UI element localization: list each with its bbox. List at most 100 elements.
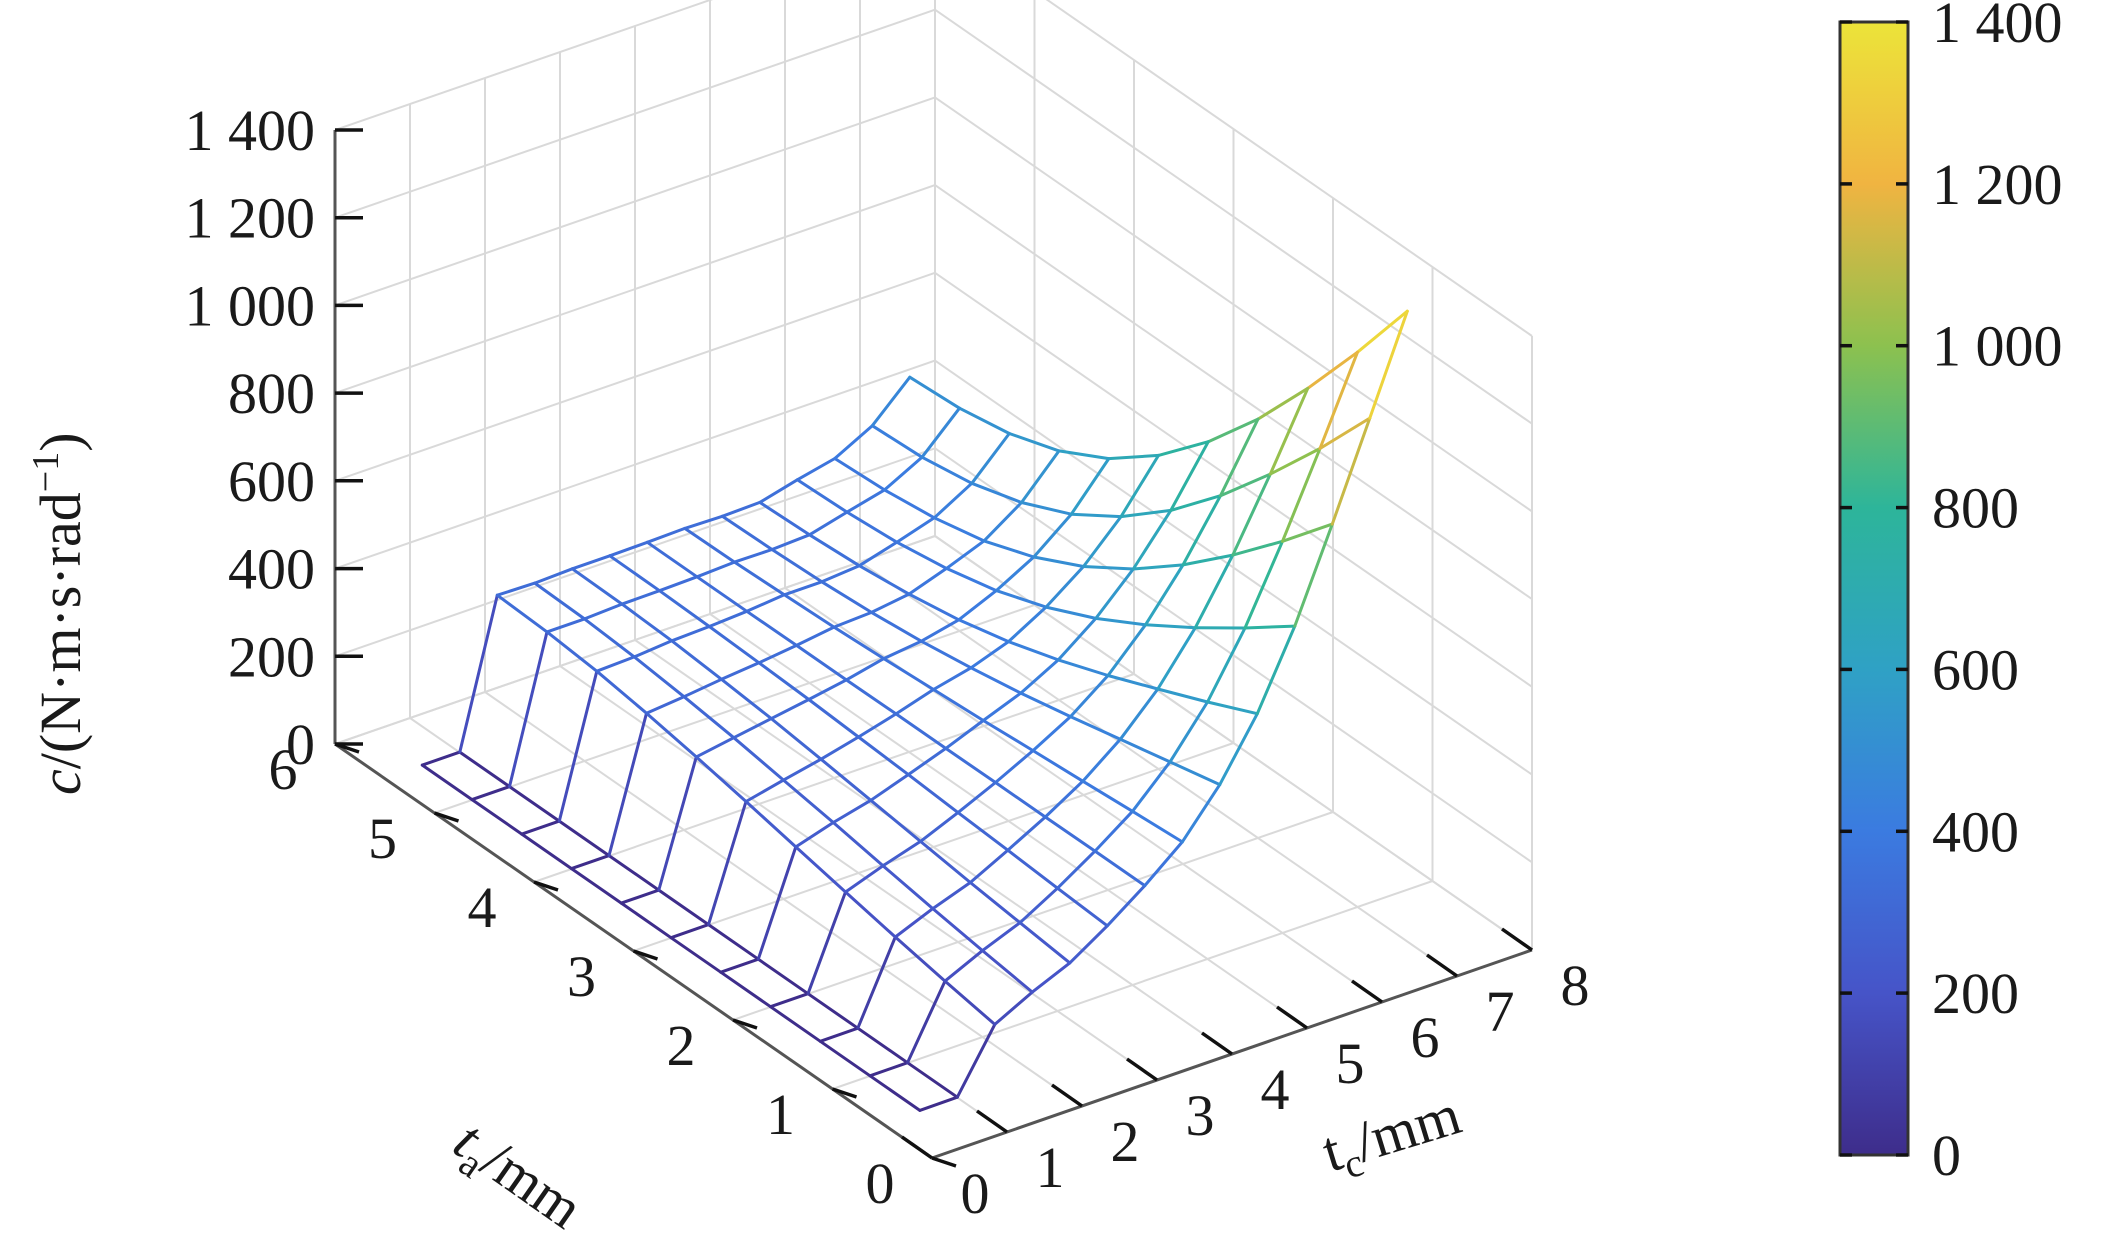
mesh-segment xyxy=(1255,624,1297,716)
mesh-segment xyxy=(870,592,911,614)
mesh-segment xyxy=(1057,449,1111,461)
mesh-segment xyxy=(931,881,972,911)
mesh-segment xyxy=(818,1039,872,1078)
mesh-segment xyxy=(769,717,823,761)
mesh-segment xyxy=(856,935,897,1030)
mesh-segment xyxy=(720,661,761,681)
y-tick-mark xyxy=(1125,1057,1159,1082)
mesh-segment xyxy=(495,593,549,634)
mesh-segment xyxy=(707,800,748,927)
colorbar-tick-label: 1 200 xyxy=(1932,152,2063,217)
colorbar-gradient xyxy=(1838,20,1910,1157)
mesh-segment xyxy=(695,575,749,613)
mesh-segment xyxy=(1081,737,1122,783)
mesh-segment xyxy=(495,581,537,597)
x-tick-label: 3 xyxy=(567,944,596,1009)
mesh-segment xyxy=(645,526,687,544)
mesh-segment xyxy=(957,589,998,622)
mesh-segment xyxy=(894,712,948,750)
mesh-segment xyxy=(657,888,710,927)
z-tick-label: 400 xyxy=(228,537,315,602)
mesh-segment xyxy=(1069,457,1111,516)
mesh-segment xyxy=(583,602,624,621)
mesh-segment xyxy=(756,957,810,996)
mesh-segment xyxy=(769,992,810,1009)
mesh-segment xyxy=(533,567,574,585)
colorbar-tick-label: 1 000 xyxy=(1932,314,2063,379)
side-wall-grid-line xyxy=(934,271,1533,688)
mesh-segment xyxy=(1368,309,1409,420)
mesh-segment xyxy=(570,567,624,606)
mesh-segment xyxy=(1068,924,1109,965)
mesh-segment xyxy=(1032,555,1085,568)
mesh-segment xyxy=(969,640,1010,670)
mesh-segment xyxy=(993,990,1034,1026)
colorbar-tick-label: 0 xyxy=(1932,1123,1961,1188)
mesh-segment xyxy=(994,749,1035,784)
mesh-segment xyxy=(1219,472,1272,498)
mesh-segment xyxy=(683,526,736,564)
mesh-segment xyxy=(1093,809,1134,853)
mesh-segment xyxy=(818,1026,860,1043)
mesh-segment xyxy=(970,432,1011,485)
mesh-segment xyxy=(1007,605,1048,644)
mesh-segment xyxy=(919,639,973,670)
mesh-segment xyxy=(806,992,860,1030)
mesh-segment xyxy=(882,639,923,661)
mesh-segment xyxy=(1143,840,1184,888)
x-axis-title: ta/mm xyxy=(438,1107,595,1235)
mesh-segment xyxy=(632,655,686,699)
colorbar-tick-label: 800 xyxy=(1932,476,2019,541)
mesh-segment xyxy=(745,609,798,647)
mesh-segment xyxy=(707,609,749,628)
mesh-segment xyxy=(1131,760,1172,813)
mesh-segment xyxy=(769,1005,822,1043)
mesh-segment xyxy=(833,457,886,492)
mesh-segment xyxy=(607,854,661,892)
mesh-segment xyxy=(1018,921,1072,965)
mesh-segment xyxy=(583,617,636,659)
x-tick-label: 5 xyxy=(368,806,397,871)
mesh-segment xyxy=(645,540,699,579)
mesh-segment xyxy=(831,821,885,868)
mesh-segment xyxy=(1281,522,1334,543)
mesh-segment xyxy=(833,424,874,460)
z-tick-label: 600 xyxy=(228,449,315,514)
mesh-segment xyxy=(657,755,698,892)
mesh-segment xyxy=(981,949,1034,994)
mesh-segment xyxy=(920,455,974,485)
mesh-segment xyxy=(1006,848,1059,890)
mesh-segment xyxy=(794,845,847,894)
x-tick-mark xyxy=(732,1018,758,1030)
mesh-segment xyxy=(906,773,960,815)
mesh-segment xyxy=(1056,616,1098,662)
mesh-segment xyxy=(945,539,986,570)
mesh-segment xyxy=(770,548,824,584)
mesh-segment xyxy=(694,736,736,759)
z-tick-label: 0 xyxy=(286,712,315,777)
mesh-segment xyxy=(682,677,723,699)
mesh-segment xyxy=(981,691,1023,722)
mesh-segment xyxy=(719,970,772,1009)
mesh-segment xyxy=(1030,961,1072,994)
mesh-segment xyxy=(856,1026,909,1065)
floor-grid-line xyxy=(634,639,1233,1055)
mesh-segment xyxy=(1106,674,1160,691)
mesh-segment xyxy=(470,785,511,802)
mesh-segment xyxy=(1243,624,1297,630)
mesh-segment xyxy=(795,625,836,647)
mesh-segment xyxy=(520,832,573,871)
mesh-segment xyxy=(1119,508,1173,519)
mesh-segment xyxy=(670,639,723,681)
mesh-segment xyxy=(557,819,611,858)
mesh-segment xyxy=(881,839,922,868)
mesh-segment xyxy=(720,514,774,551)
mesh-segment xyxy=(1281,447,1322,543)
mesh-segment xyxy=(1081,779,1134,813)
mesh-segment xyxy=(1181,553,1235,567)
mesh-segment xyxy=(1144,563,1185,627)
mesh-segment xyxy=(595,655,636,673)
mesh-segment xyxy=(908,375,961,410)
mesh-segment xyxy=(733,560,786,597)
